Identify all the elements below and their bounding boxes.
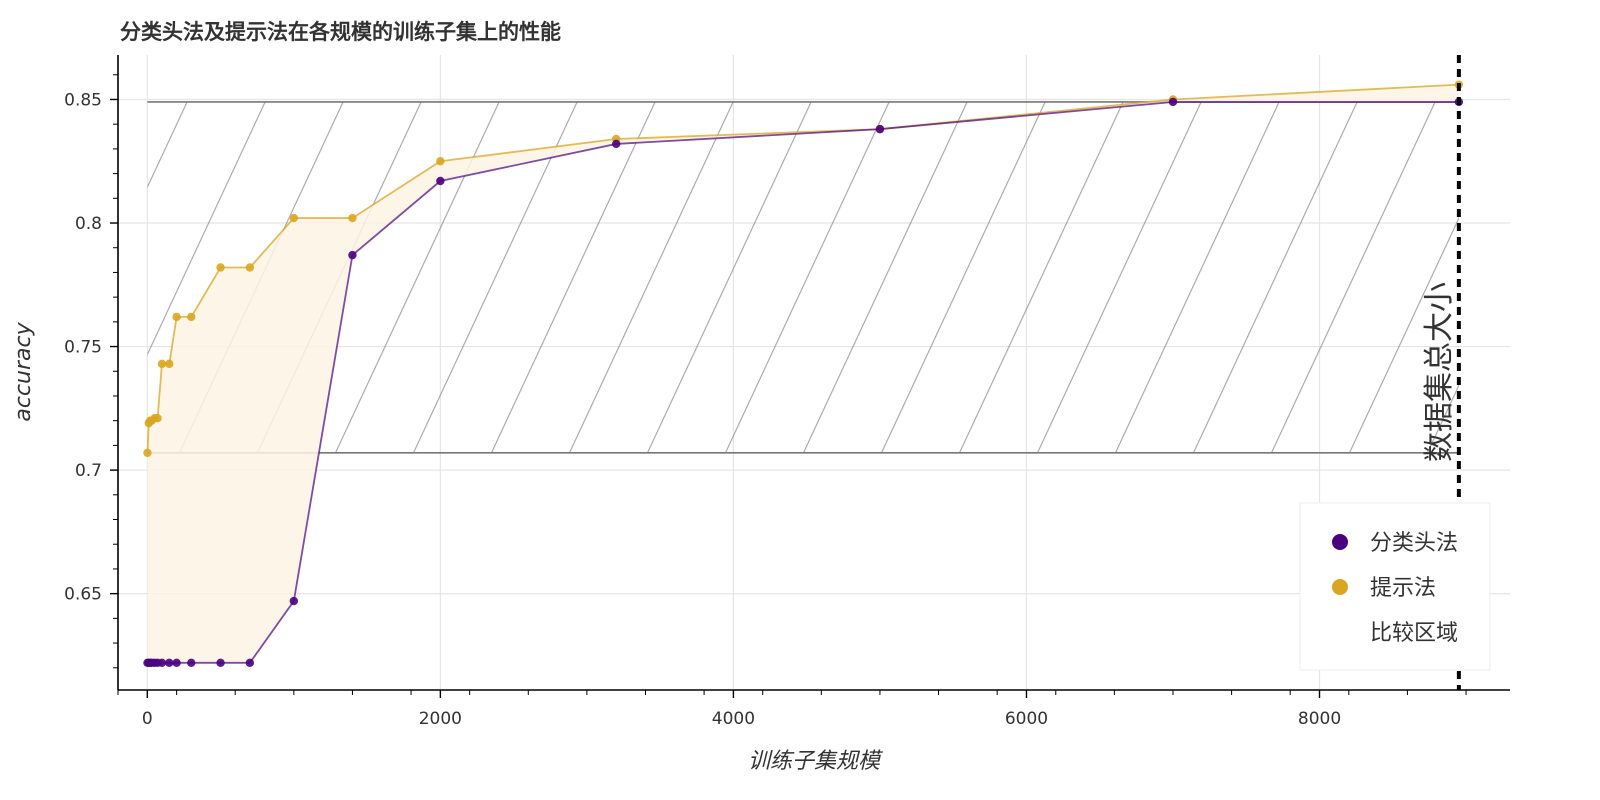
point-prompt-6 bbox=[157, 359, 167, 369]
y-axis-label: accuracy bbox=[11, 321, 36, 421]
point-classification-11 bbox=[245, 658, 255, 668]
x-tick-label-3: 6000 bbox=[1005, 709, 1048, 729]
point-prompt-10 bbox=[216, 263, 225, 272]
legend-label-prompt: 提示法 bbox=[1370, 576, 1436, 601]
y-tick-label-0: 0.65 bbox=[64, 585, 102, 605]
point-classification-7 bbox=[165, 658, 174, 668]
y-tick-label-1: 0.7 bbox=[75, 461, 102, 481]
point-classification-17 bbox=[1168, 97, 1178, 107]
point-classification-10 bbox=[216, 658, 225, 668]
x-tick-label-1: 2000 bbox=[419, 709, 462, 729]
legend-label-comparison-region: 比较区域 bbox=[1370, 621, 1458, 646]
legend-marker-prompt bbox=[1332, 579, 1348, 595]
legend-label-classification: 分类头法 bbox=[1370, 531, 1458, 556]
point-classification-14 bbox=[436, 176, 445, 186]
point-prompt-9 bbox=[187, 312, 196, 322]
fill-between-area bbox=[147, 84, 1459, 663]
point-classification-12 bbox=[289, 596, 299, 606]
point-classification-6 bbox=[157, 658, 167, 668]
point-prompt-13 bbox=[348, 213, 357, 223]
point-prompt-0 bbox=[143, 448, 152, 458]
point-prompt-14 bbox=[436, 157, 445, 166]
point-classification-9 bbox=[187, 658, 196, 668]
axes: 0 2000 4000 6000 8000 0.65 0.7 0.75 0.8 0.85 bbox=[64, 55, 1510, 729]
point-classification-15 bbox=[611, 139, 621, 149]
legend-box bbox=[1299, 502, 1491, 671]
x-axis-label: 训练子集规模 bbox=[748, 749, 883, 774]
comparison-region-hatch bbox=[147, 101, 1459, 453]
point-prompt-7 bbox=[165, 359, 174, 369]
chart-title: 分类头法及提示法在各规模的训练子集上的性能 bbox=[120, 20, 561, 44]
x-tick-label-4: 8000 bbox=[1298, 709, 1341, 729]
point-prompt-11 bbox=[245, 263, 255, 272]
legend: 分类头法 提示法 比较区域 bbox=[1299, 502, 1491, 671]
y-tick-label-3: 0.8 bbox=[75, 214, 102, 234]
x-tick-label-0: 0 bbox=[142, 709, 153, 729]
series-layer bbox=[143, 80, 1464, 668]
point-prompt-5 bbox=[153, 414, 162, 423]
y-tick-label-4: 0.85 bbox=[64, 90, 102, 110]
dataset-size-line: 数据集总大小 bbox=[1422, 55, 1461, 690]
point-classification-13 bbox=[348, 250, 357, 260]
fill-between-series bbox=[147, 84, 1459, 663]
x-tick-label-2: 4000 bbox=[712, 709, 755, 729]
point-prompt-8 bbox=[172, 312, 181, 322]
point-classification-16 bbox=[875, 124, 885, 134]
comparison-region bbox=[147, 101, 1459, 454]
legend-marker-classification bbox=[1332, 534, 1348, 550]
point-classification-8 bbox=[172, 658, 181, 668]
y-tick-label-2: 0.75 bbox=[64, 338, 102, 358]
dataset-size-label: 数据集总大小 bbox=[1422, 282, 1457, 462]
point-prompt-12 bbox=[289, 213, 299, 223]
